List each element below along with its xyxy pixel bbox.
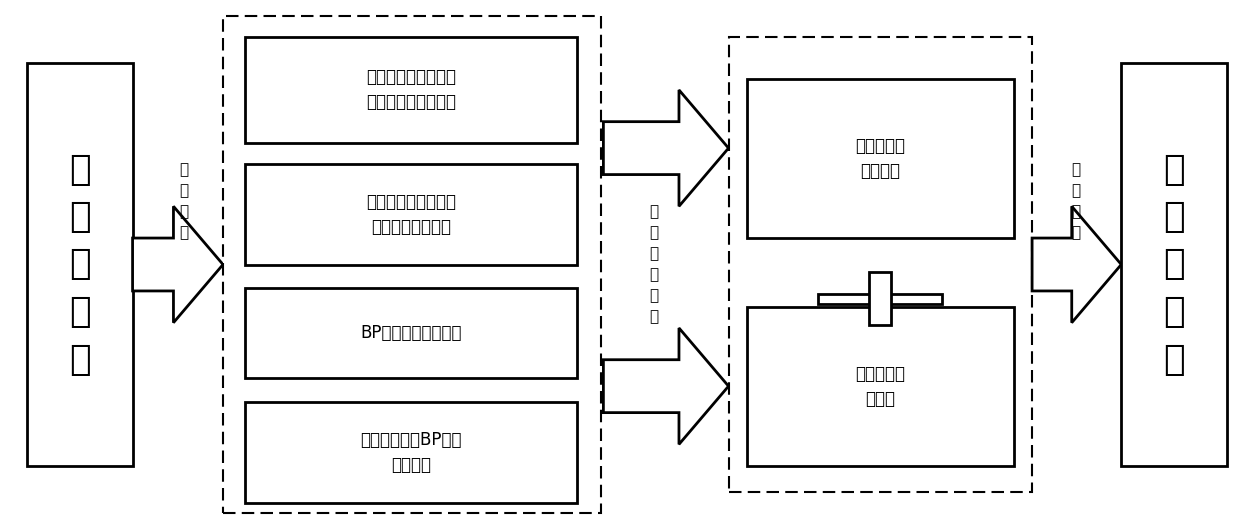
- Text: 最
优
预
测
值: 最 优 预 测 值: [1163, 152, 1184, 377]
- Polygon shape: [603, 90, 729, 206]
- FancyBboxPatch shape: [729, 37, 1032, 492]
- FancyBboxPatch shape: [818, 294, 942, 304]
- FancyBboxPatch shape: [245, 402, 577, 503]
- FancyBboxPatch shape: [245, 164, 577, 264]
- Text: 基于新陈代谢的单变
量灰色理论预测模型: 基于新陈代谢的单变 量灰色理论预测模型: [367, 68, 456, 112]
- Text: 遗传算法优化BP神经
网络模型: 遗传算法优化BP神经 网络模型: [361, 431, 462, 474]
- Polygon shape: [1032, 206, 1121, 323]
- FancyBboxPatch shape: [27, 63, 133, 466]
- Text: 数
据
输
入: 数 据 输 入: [178, 162, 188, 240]
- Text: 结
果
优
化: 结 果 优 化: [1070, 162, 1080, 240]
- FancyBboxPatch shape: [869, 272, 891, 325]
- FancyBboxPatch shape: [245, 288, 577, 378]
- Text: 组合权重拟
合数据: 组合权重拟 合数据: [855, 364, 906, 408]
- Text: BP神经网络预测模型: BP神经网络预测模型: [361, 324, 462, 342]
- FancyBboxPatch shape: [223, 16, 601, 513]
- Polygon shape: [603, 328, 729, 444]
- Text: 历
史
税
收
值: 历 史 税 收 值: [69, 152, 90, 377]
- Text: 粒子群算法与灰色理
论相结合预测模型: 粒子群算法与灰色理 论相结合预测模型: [367, 193, 456, 236]
- FancyBboxPatch shape: [1121, 63, 1227, 466]
- Text: 预
测
结
果
输
出: 预 测 结 果 输 出: [649, 205, 659, 324]
- FancyBboxPatch shape: [747, 79, 1014, 238]
- Polygon shape: [133, 206, 223, 323]
- FancyBboxPatch shape: [245, 37, 577, 143]
- FancyBboxPatch shape: [747, 307, 1014, 466]
- Text: 最小二乘法
拟合数据: 最小二乘法 拟合数据: [855, 137, 906, 180]
